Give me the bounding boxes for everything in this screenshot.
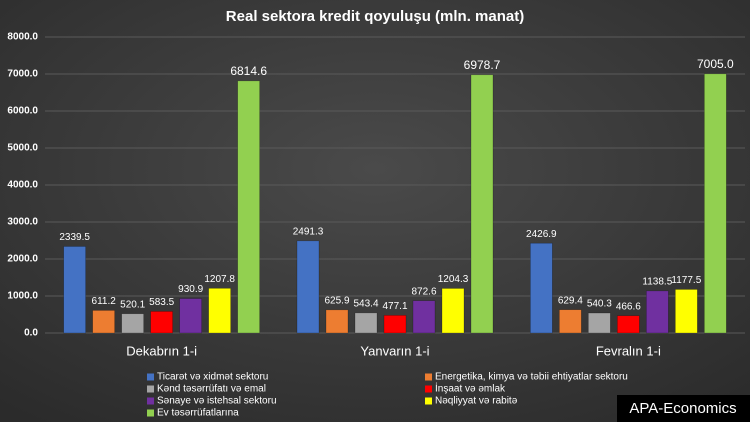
value-label: 1138.5 <box>642 277 672 288</box>
bar <box>63 246 86 334</box>
value-label: 611.2 <box>92 296 117 307</box>
value-label: 2426.9 <box>526 229 557 240</box>
watermark-box <box>617 395 750 422</box>
value-label: 930.9 <box>178 284 203 295</box>
legend-label: Energetika, kimya və təbii ehtiyatlar se… <box>435 372 628 383</box>
watermark: APA-Economics <box>629 400 736 417</box>
legend-label: Ev təsərrüfatlarına <box>157 408 239 419</box>
bar <box>296 240 320 334</box>
value-label: 466.6 <box>616 301 641 312</box>
value-label: 520.1 <box>120 299 145 310</box>
value-label: 872.6 <box>411 286 436 297</box>
value-label: 2491.3 <box>293 226 324 237</box>
bar <box>121 313 144 334</box>
bar <box>354 312 378 334</box>
value-label: 2339.5 <box>59 232 90 243</box>
bar <box>646 290 669 334</box>
value-label: 629.4 <box>558 295 583 306</box>
value-label: 1207.8 <box>204 274 235 285</box>
value-label: 7005.0 <box>697 57 734 71</box>
legend-swatch <box>147 409 154 417</box>
bar <box>559 309 582 334</box>
legend-label: Sənaye və istehsal sektoru <box>157 396 277 407</box>
legend-swatch <box>425 385 432 393</box>
y-tick-label: 3000.0 <box>7 217 38 228</box>
bar <box>383 315 407 334</box>
bar <box>179 298 202 334</box>
legend-label: Nəqliyyat və rabitə <box>435 396 518 407</box>
chart-title: Real sektora kredit qoyuluşu (mln. manat… <box>226 8 524 25</box>
bar <box>530 242 553 334</box>
x-tick-label: Dekabrın 1-i <box>126 343 197 358</box>
y-tick-label: 4000.0 <box>7 180 38 191</box>
bar <box>704 73 727 334</box>
value-label: 1177.5 <box>671 275 701 286</box>
value-label: 543.4 <box>353 299 378 310</box>
bar <box>441 288 465 334</box>
bar <box>237 80 260 334</box>
bar <box>150 311 173 334</box>
x-tick-label: Yanvarın 1-i <box>360 343 429 358</box>
y-tick-label: 8000.0 <box>7 32 38 43</box>
bar <box>92 310 115 334</box>
legend-swatch <box>147 397 154 405</box>
legend-label: Ticarət və xidmət sektoru <box>157 372 268 383</box>
value-label: 540.3 <box>587 299 612 310</box>
y-tick-label: 1000.0 <box>7 291 38 302</box>
bar <box>412 300 436 334</box>
legend-swatch <box>147 373 154 381</box>
legend-swatch <box>425 373 432 381</box>
bar <box>675 289 698 334</box>
y-tick-label: 5000.0 <box>7 143 38 154</box>
value-label: 477.1 <box>382 301 407 312</box>
legend-label: Kənd təsərrüfatı və emal <box>157 384 266 395</box>
y-tick-label: 6000.0 <box>7 106 38 117</box>
y-tick-label: 2000.0 <box>7 254 38 265</box>
value-label: 6814.6 <box>230 64 267 78</box>
legend-label: İnşaat və əmlak <box>435 382 506 395</box>
value-label: 583.5 <box>149 297 174 308</box>
x-tick-label: Fevralın 1-i <box>596 343 661 358</box>
value-label: 6978.7 <box>464 58 501 72</box>
bar <box>208 288 231 334</box>
y-tick-label: 0.0 <box>24 328 38 339</box>
legend-swatch <box>425 397 432 405</box>
value-label: 625.9 <box>324 295 349 306</box>
bar <box>470 74 494 334</box>
bar <box>588 312 611 334</box>
y-tick-label: 7000.0 <box>7 69 38 80</box>
bar <box>325 309 349 334</box>
legend-swatch <box>147 385 154 393</box>
value-label: 1204.3 <box>438 274 469 285</box>
bar <box>617 315 640 334</box>
